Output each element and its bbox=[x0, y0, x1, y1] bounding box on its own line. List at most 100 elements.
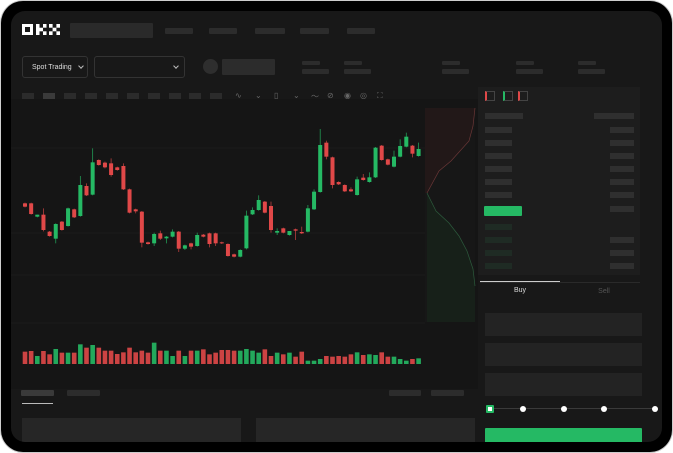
settings-icon[interactable]: ◎ bbox=[360, 91, 367, 100]
nav-item[interactable] bbox=[347, 28, 375, 34]
stat-value bbox=[442, 69, 469, 74]
interval-button[interactable] bbox=[127, 93, 139, 100]
chart-type-icon[interactable]: ▯ bbox=[274, 91, 279, 100]
interval-button[interactable] bbox=[169, 93, 181, 100]
candle-down bbox=[324, 142, 329, 157]
candle-down bbox=[293, 229, 298, 231]
volume-bar bbox=[158, 350, 163, 364]
draw-icon[interactable]: ⊘ bbox=[327, 91, 334, 100]
candle-down bbox=[299, 232, 304, 234]
okx-logo[interactable] bbox=[22, 24, 64, 35]
bid-price[interactable] bbox=[485, 250, 512, 256]
volume-bar bbox=[360, 355, 366, 364]
volume-bar bbox=[287, 352, 292, 364]
ask-price[interactable] bbox=[485, 153, 512, 159]
ask-price[interactable] bbox=[485, 127, 512, 133]
buy-button[interactable] bbox=[485, 428, 642, 442]
interval-button[interactable] bbox=[64, 93, 76, 100]
order-book-both-icon[interactable] bbox=[485, 91, 495, 101]
amount-input[interactable] bbox=[485, 343, 642, 366]
stat-label bbox=[302, 61, 320, 65]
ask-price[interactable] bbox=[485, 140, 512, 146]
order-book-buy-icon[interactable] bbox=[503, 91, 513, 101]
ask-amount bbox=[610, 179, 634, 185]
candle-down bbox=[59, 221, 64, 230]
total-input[interactable] bbox=[485, 373, 642, 396]
volume-bar bbox=[348, 354, 354, 364]
price-input[interactable] bbox=[485, 313, 642, 336]
interval-button[interactable] bbox=[148, 93, 160, 100]
candle-down bbox=[158, 233, 163, 239]
amount-slider-handle[interactable] bbox=[486, 405, 494, 413]
orders-panel bbox=[256, 418, 475, 442]
chevron-down-icon[interactable]: ⌄ bbox=[293, 91, 300, 100]
slider-mark-100[interactable] bbox=[652, 406, 658, 412]
chevron-down-icon[interactable]: ⌄ bbox=[255, 91, 262, 100]
volume-bar bbox=[53, 349, 59, 364]
candle-down bbox=[269, 206, 273, 230]
slider-mark-50[interactable] bbox=[561, 406, 567, 412]
tab-sell[interactable]: Sell bbox=[598, 288, 610, 295]
ask-amount bbox=[610, 166, 634, 172]
amount-slider-track[interactable] bbox=[489, 408, 655, 409]
bid-price[interactable] bbox=[485, 263, 512, 269]
nav-item[interactable] bbox=[165, 28, 193, 34]
candle-up bbox=[256, 200, 261, 210]
volume-bar bbox=[22, 351, 28, 364]
candlestick-chart[interactable] bbox=[11, 11, 662, 442]
candle-down bbox=[102, 162, 107, 168]
candle-down bbox=[41, 214, 46, 230]
tab-order-history[interactable] bbox=[67, 390, 100, 396]
bid-price[interactable] bbox=[485, 224, 512, 230]
interval-button[interactable] bbox=[22, 93, 34, 100]
candle-down bbox=[213, 233, 218, 244]
spot-trading-label: Spot Trading bbox=[32, 63, 72, 71]
slider-mark-25[interactable] bbox=[520, 406, 526, 412]
nav-item[interactable] bbox=[255, 28, 285, 34]
candle-down bbox=[336, 182, 341, 185]
interval-button[interactable] bbox=[210, 93, 222, 100]
nav-item[interactable] bbox=[300, 28, 329, 34]
candle-down bbox=[281, 228, 286, 233]
candle-down bbox=[176, 231, 181, 249]
ask-amount bbox=[610, 140, 634, 146]
filter-button[interactable] bbox=[431, 390, 464, 396]
interval-button[interactable] bbox=[43, 93, 55, 100]
tab-underline bbox=[22, 403, 53, 404]
ask-price[interactable] bbox=[485, 192, 512, 198]
volume-bar bbox=[256, 352, 261, 364]
tab-buy[interactable]: Buy bbox=[513, 287, 527, 294]
stat-label bbox=[344, 61, 362, 65]
interval-button[interactable] bbox=[189, 93, 201, 100]
ask-price[interactable] bbox=[485, 179, 512, 185]
interval-button[interactable] bbox=[106, 93, 118, 100]
candle-down bbox=[47, 231, 52, 236]
tab-open-orders[interactable] bbox=[21, 390, 54, 396]
volume-bar bbox=[108, 350, 114, 364]
order-book-sell-icon[interactable] bbox=[518, 91, 528, 101]
nav-item[interactable] bbox=[209, 28, 237, 34]
slider-mark-75[interactable] bbox=[601, 406, 607, 412]
spot-trading-dropdown[interactable]: Spot Trading bbox=[22, 56, 88, 78]
candle-up bbox=[398, 146, 403, 157]
volume-bar bbox=[250, 350, 255, 364]
volume-bar bbox=[213, 352, 218, 364]
buy-tab-underline bbox=[480, 281, 560, 282]
fullscreen-icon[interactable]: ⛶ bbox=[377, 91, 383, 100]
candle-up bbox=[318, 145, 323, 192]
pair-dropdown[interactable] bbox=[94, 56, 185, 78]
candle-down bbox=[207, 233, 212, 244]
volume-bar bbox=[201, 349, 206, 364]
bid-price[interactable] bbox=[485, 237, 512, 243]
indicator-icon[interactable]: ∿ bbox=[235, 91, 242, 100]
candle-up bbox=[373, 147, 378, 178]
search-bar[interactable] bbox=[70, 23, 153, 38]
camera-icon[interactable]: ◉ bbox=[344, 91, 351, 100]
line-tool-icon[interactable]: 〜 bbox=[311, 92, 319, 101]
filter-button[interactable] bbox=[389, 390, 421, 396]
interval-button[interactable] bbox=[85, 93, 97, 100]
volume-bar bbox=[41, 351, 46, 364]
candle-down bbox=[139, 211, 144, 243]
ask-price[interactable] bbox=[485, 166, 512, 172]
volume-bar bbox=[416, 358, 421, 364]
